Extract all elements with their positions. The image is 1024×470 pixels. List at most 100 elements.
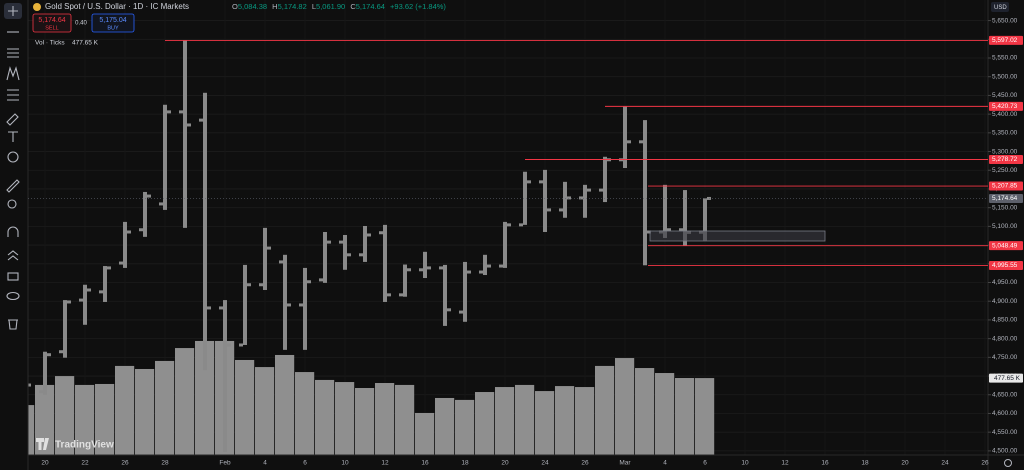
y-tick-label: 4,950.00	[992, 279, 1018, 286]
ohlc-value: 5,061.90	[316, 2, 345, 11]
volume-bar	[55, 376, 75, 455]
ohlc-open	[339, 240, 343, 244]
drawing-rectangle[interactable]	[649, 230, 826, 242]
x-tick-label: 22	[81, 460, 89, 467]
ohlc-range	[443, 264, 447, 326]
tool-ruler[interactable]	[6, 179, 20, 193]
ohlc-range	[323, 231, 327, 283]
ohlc-open	[479, 270, 483, 274]
currency: USD	[994, 5, 1007, 11]
ohlc-close	[47, 353, 51, 357]
volume-bar	[315, 379, 335, 455]
volume-bar	[595, 365, 615, 455]
y-tick-label: 4,500.00	[992, 448, 1018, 455]
volume-bar	[35, 384, 55, 455]
ohlc-close	[87, 288, 91, 292]
y-tick-label: 5,300.00	[992, 148, 1018, 155]
ohlc-range	[563, 181, 567, 218]
ohlc-close	[327, 240, 331, 244]
ohlc-range	[83, 284, 87, 325]
y-tick-label: 5,450.00	[992, 92, 1018, 99]
ohlc-close	[187, 123, 191, 127]
ohlc-close	[167, 110, 171, 114]
volume-bar	[355, 387, 375, 455]
y-tick-label: 4,600.00	[992, 410, 1018, 417]
buy-button[interactable]	[91, 13, 135, 33]
y-tick-label: 4,800.00	[992, 335, 1018, 342]
volume-bar	[275, 354, 295, 455]
tool-zoom[interactable]	[7, 199, 17, 209]
volume-bar	[455, 399, 475, 455]
volume-label-bg	[989, 373, 1023, 383]
icon	[8, 6, 18, 16]
ohlc-open	[139, 228, 143, 232]
x-tick-label: 18	[861, 460, 869, 467]
tool-trash[interactable]	[8, 319, 18, 330]
ohlc-open	[439, 266, 443, 270]
ohlc-close	[307, 280, 311, 284]
ohlc-range	[523, 171, 527, 225]
tool-channel[interactable]	[7, 48, 19, 58]
volume-bar	[395, 384, 415, 455]
tool-text[interactable]	[8, 131, 18, 142]
x-tick-label: 26	[121, 460, 129, 467]
x-tick-label: 28	[161, 460, 169, 467]
x-tick-label: 6	[303, 460, 307, 467]
ohlc-open	[99, 290, 103, 294]
tool-magnet[interactable]	[7, 226, 19, 237]
ohlc-close	[647, 230, 651, 234]
ohlc-open	[239, 343, 243, 347]
price-line-label-bg	[989, 155, 1023, 165]
watermark: TradingView	[55, 440, 114, 451]
tool-emoji[interactable]	[7, 151, 19, 163]
ohlc-close	[467, 270, 471, 274]
ohlc-open	[259, 283, 263, 287]
ohlc-close	[387, 293, 391, 297]
x-tick-label: 24	[541, 460, 549, 467]
ohlc-open	[519, 223, 523, 227]
ohlc-close	[547, 208, 551, 212]
ohlc-range	[343, 234, 347, 270]
ohlc-open	[559, 208, 563, 212]
ohlc-close	[667, 228, 671, 232]
ohlc-range	[543, 169, 547, 232]
sell-label: SELL	[45, 25, 58, 31]
volume-bar	[555, 386, 575, 455]
volume-bar	[115, 365, 135, 455]
spread: 0.40	[75, 21, 87, 27]
volume-bar	[675, 378, 695, 455]
ohlc-close	[127, 230, 131, 234]
watermark-logo	[36, 438, 49, 450]
y-tick-label: 5,550.00	[992, 55, 1018, 62]
y-tick-label: 4,550.00	[992, 429, 1018, 436]
volume-bar	[515, 384, 535, 455]
tool-eye[interactable]	[6, 291, 20, 301]
price-line-label-bg	[989, 260, 1023, 270]
ohlc-open	[119, 261, 123, 265]
currency-box[interactable]	[991, 2, 1009, 12]
tool-fib[interactable]	[7, 89, 19, 101]
tool-pattern[interactable]	[6, 66, 20, 81]
ohlc-range	[483, 254, 487, 276]
price-line-label: 5,597.02	[992, 37, 1018, 44]
ohlc-open	[299, 303, 303, 307]
volume-bar	[375, 383, 395, 455]
tool-lock-drawing[interactable]	[7, 250, 19, 261]
volume-bar	[195, 340, 215, 455]
x-tick-label: 26	[581, 460, 589, 467]
ohlc-range	[503, 221, 507, 268]
price-line-label-bg	[989, 35, 1023, 45]
tool-brush[interactable]	[6, 113, 19, 126]
tool-lock[interactable]	[7, 272, 19, 281]
x-tick-label: 16	[821, 460, 829, 467]
ohlc-range	[583, 184, 587, 218]
ohlc-range	[403, 264, 407, 297]
settings-icon[interactable]	[1004, 459, 1012, 467]
y-tick-label: 4,900.00	[992, 298, 1018, 305]
sell-button[interactable]	[32, 13, 72, 33]
ohlc-open	[459, 310, 463, 314]
x-tick-label: 20	[41, 460, 49, 467]
x-tick-label: 12	[781, 460, 789, 467]
volume-bar	[415, 412, 435, 455]
